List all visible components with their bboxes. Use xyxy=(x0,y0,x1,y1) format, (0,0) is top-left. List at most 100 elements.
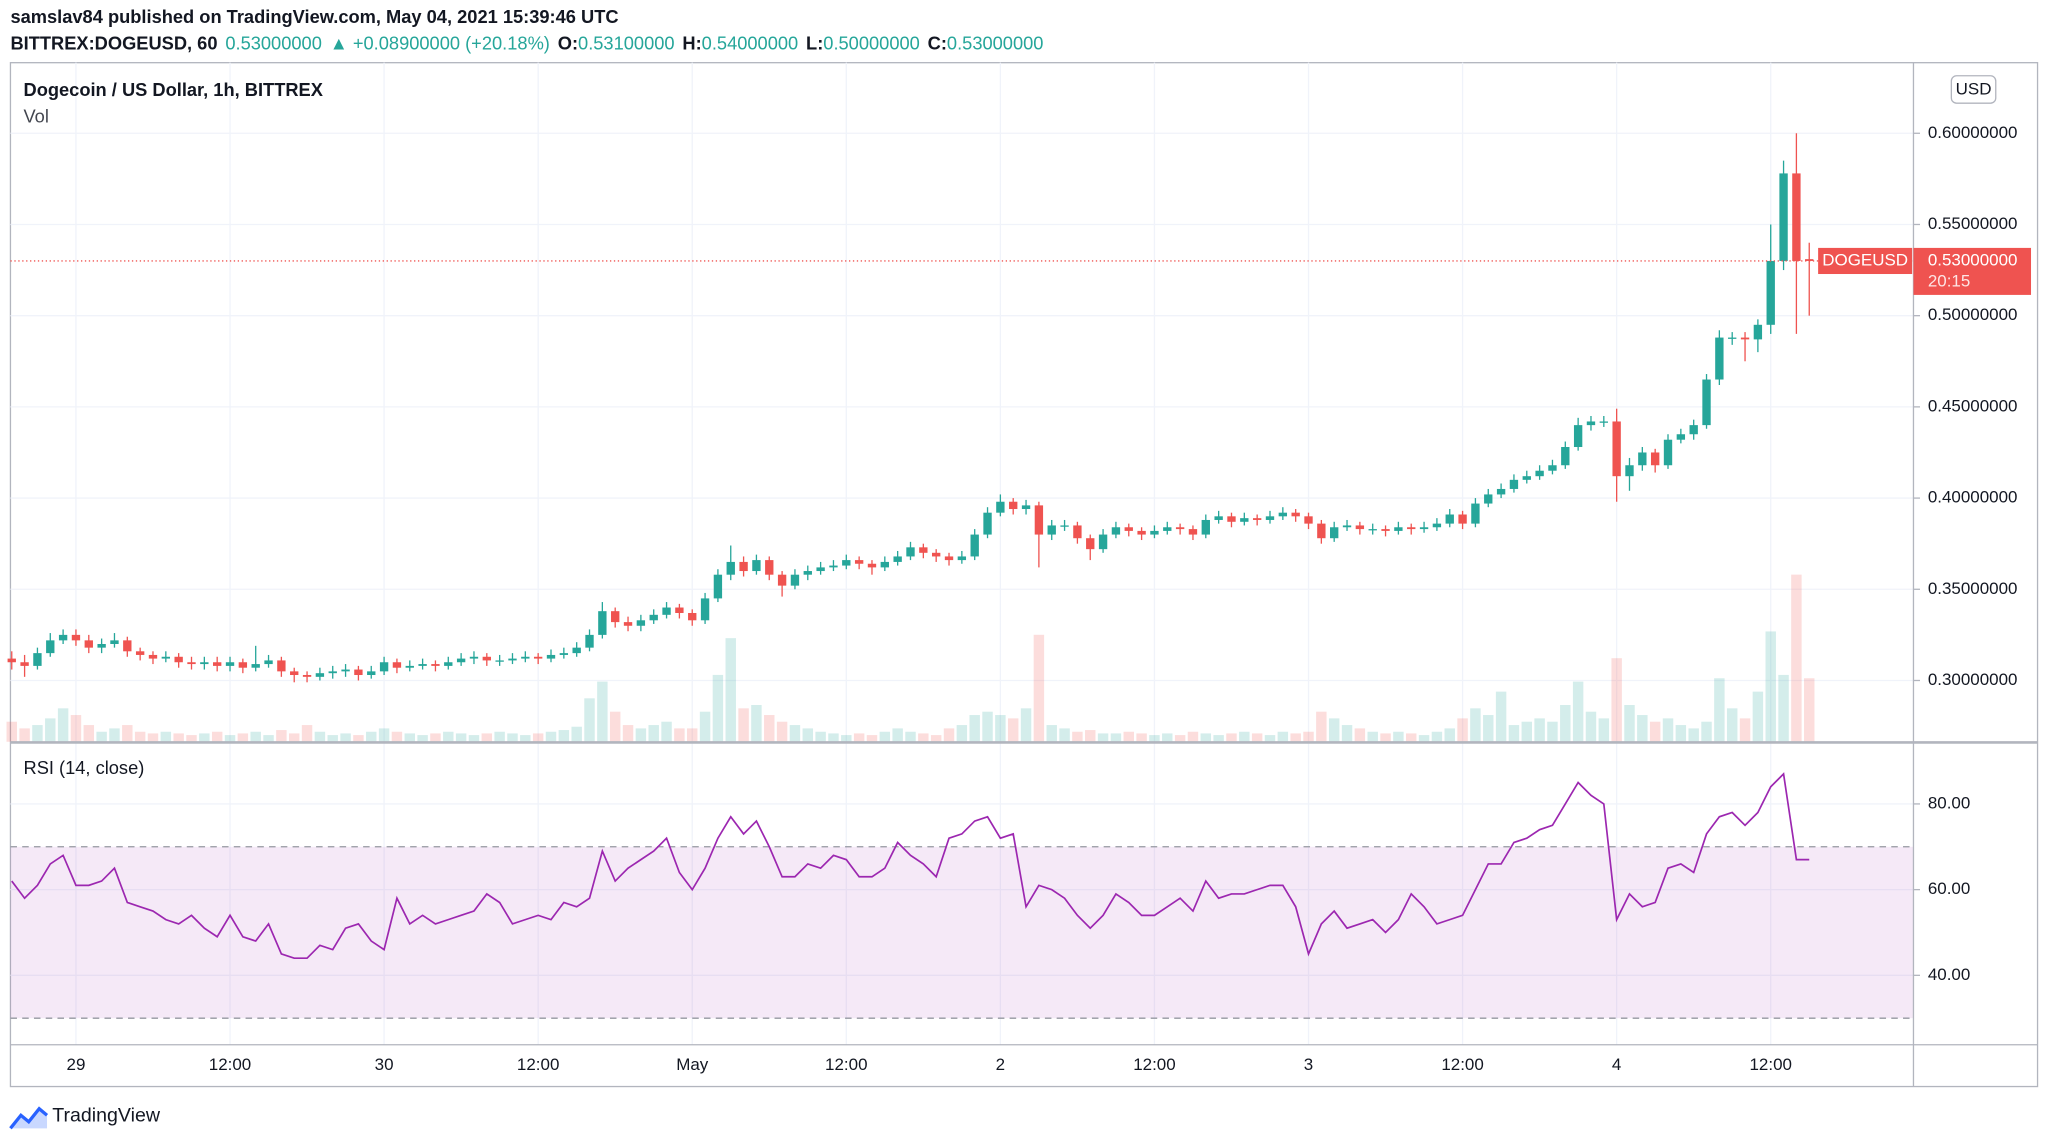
candle-body xyxy=(302,675,312,677)
y2-tick-label: 80.00 xyxy=(1928,793,1970,812)
volume-bar xyxy=(995,715,1006,742)
volume-bar xyxy=(417,735,428,742)
volume-bar xyxy=(1341,725,1353,742)
candle-body xyxy=(1265,516,1275,520)
volume-bar xyxy=(1393,731,1404,742)
volume-bar xyxy=(1085,730,1096,742)
volume-bar xyxy=(224,735,236,742)
candle-body xyxy=(431,664,440,666)
last-price-value: 0.53000000 xyxy=(1928,250,2018,269)
last-price-label: DOGEUSD 0.53000000 20:15 xyxy=(1818,247,2032,295)
volume-bar xyxy=(571,726,582,742)
volume-bar xyxy=(1572,681,1584,742)
candle-body xyxy=(1201,519,1210,535)
candle-body xyxy=(611,611,620,623)
candle-body xyxy=(508,658,517,661)
candle-body xyxy=(1740,337,1750,340)
candle-body xyxy=(1188,529,1198,535)
tradingview-logo xyxy=(9,1106,49,1130)
volume-bar xyxy=(340,733,351,742)
volume-bar xyxy=(1264,735,1276,742)
candle-body xyxy=(829,565,838,568)
volume-bar xyxy=(841,735,852,742)
o-label: O: xyxy=(558,32,578,53)
candle-body xyxy=(572,647,581,654)
volume-bar xyxy=(1149,735,1160,742)
volume-bar xyxy=(622,725,634,742)
candle-body xyxy=(790,574,800,586)
volume-bar xyxy=(1508,725,1520,742)
candle-body xyxy=(418,664,427,666)
candle-body xyxy=(880,561,889,568)
volume-bar xyxy=(1662,718,1674,742)
volume-bar xyxy=(789,725,801,742)
currency-button[interactable] xyxy=(1950,75,1997,104)
candle-body xyxy=(1137,530,1146,535)
candle-body xyxy=(238,662,248,668)
volume-bar xyxy=(301,725,313,742)
volume-bar xyxy=(1560,704,1571,742)
volume-bar xyxy=(1136,733,1147,742)
volume-bar xyxy=(430,733,441,742)
candle-body xyxy=(1407,527,1416,530)
candle-body xyxy=(765,560,774,575)
candle-body xyxy=(559,653,569,655)
volume-bar xyxy=(520,735,531,742)
candle-body xyxy=(354,669,363,676)
volume-bar xyxy=(83,725,95,742)
candle-body xyxy=(328,671,337,674)
candle-body xyxy=(1175,527,1185,530)
candle-body xyxy=(970,534,979,557)
volume-bar xyxy=(1611,658,1622,742)
last-symbol-box xyxy=(1818,247,1913,275)
volume-bar xyxy=(1598,718,1610,742)
candle-body xyxy=(135,651,145,655)
candle-body xyxy=(752,560,761,572)
volume-bar xyxy=(391,731,403,742)
volume-bar xyxy=(532,733,544,742)
volume-bar xyxy=(263,735,274,742)
volume-bar xyxy=(1316,711,1327,742)
volume-bar xyxy=(1470,708,1481,742)
candle-body xyxy=(46,640,55,654)
candle-body xyxy=(1715,337,1724,380)
volume-bar xyxy=(122,725,133,742)
x-tick-label: 3 xyxy=(1304,1055,1313,1074)
h-value: 0.54000000 xyxy=(702,32,799,53)
volume-bar xyxy=(507,733,518,742)
last-price: 0.53000000 xyxy=(225,32,322,53)
volume-bar xyxy=(70,715,82,742)
candle-body xyxy=(688,612,697,621)
volume-bar xyxy=(109,728,120,742)
candle-body xyxy=(854,560,864,564)
candle-body xyxy=(1291,512,1300,517)
candle-body xyxy=(1548,465,1557,471)
volume-bar xyxy=(802,728,814,742)
volume-bar xyxy=(199,733,210,742)
logo-area xyxy=(10,1108,48,1129)
candle-body xyxy=(495,660,504,662)
volume-bar xyxy=(1624,704,1635,742)
last-symbol: DOGEUSD xyxy=(1822,250,1908,269)
volume-bar xyxy=(1110,733,1122,742)
y-tick-label: 0.55000000 xyxy=(1928,214,2018,233)
volume-bar xyxy=(751,704,762,742)
candle-body xyxy=(290,671,299,676)
currency-label[interactable]: USD xyxy=(1956,80,1992,99)
volume-bar xyxy=(288,733,300,742)
volume-bar xyxy=(32,725,43,742)
candle-body xyxy=(161,656,171,659)
volume-bar xyxy=(173,733,184,742)
candle-body xyxy=(1792,173,1801,261)
volume-bar xyxy=(96,731,107,742)
volume-bar xyxy=(943,728,955,742)
symbol: BITTREX:DOGEUSD, 60 xyxy=(10,32,217,53)
candle-body xyxy=(33,653,42,666)
volume-bar xyxy=(930,735,942,742)
volume-bar xyxy=(597,681,608,742)
candle-body xyxy=(1368,529,1377,531)
candle-body xyxy=(456,658,466,663)
x-tick-label: 12:00 xyxy=(1133,1055,1175,1074)
candle-body xyxy=(636,620,646,626)
y-tick-label: 0.35000000 xyxy=(1928,579,2018,598)
